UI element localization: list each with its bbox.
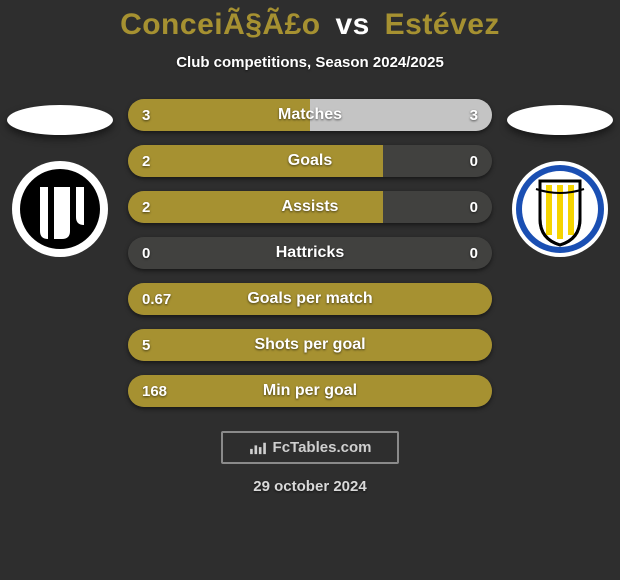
crest-right	[510, 159, 610, 259]
brand-box: FcTables.com	[221, 431, 400, 464]
stat-bar-fill-left	[128, 99, 310, 131]
stat-bar: Shots per goal5	[128, 329, 492, 361]
title-player1: ConceiÃ§Ã£o	[120, 8, 321, 41]
stat-bar: Assists20	[128, 191, 492, 223]
stat-bar-fill-left	[128, 191, 383, 223]
stat-bar: Matches33	[128, 99, 492, 131]
stat-bar-fill-left	[128, 283, 492, 315]
title-vs: vs	[335, 8, 369, 41]
crest-left	[10, 159, 110, 259]
brand-text: FcTables.com	[273, 439, 372, 456]
stat-bars: Matches33 Goals20 Assists20 Hattricks00 Goal…	[120, 99, 500, 407]
player-silhouette-left	[7, 105, 113, 135]
title-player2: Estévez	[385, 8, 500, 41]
chart-icon	[249, 441, 267, 455]
stat-bar-fill-left	[128, 375, 492, 407]
stat-bar-fill-right	[310, 99, 492, 131]
stat-bar: Min per goal168	[128, 375, 492, 407]
infographic-container: ConceiÃ§Ã£o vs Estévez Club competitions…	[0, 0, 620, 580]
juventus-crest-icon	[10, 159, 110, 259]
date: 29 october 2024	[253, 478, 366, 495]
parma-crest-icon	[510, 159, 610, 259]
stat-bar: Goals per match0.67	[128, 283, 492, 315]
player-silhouette-right	[507, 105, 613, 135]
comparison-row: Matches33 Goals20 Assists20 Hattricks00 Goal…	[0, 99, 620, 407]
subtitle: Club competitions, Season 2024/2025	[176, 54, 444, 71]
side-left	[0, 99, 120, 259]
stat-bar-fill-left	[128, 145, 383, 177]
stat-bar: Goals20	[128, 145, 492, 177]
stat-bar-bg	[128, 237, 492, 269]
title: ConceiÃ§Ã£o vs Estévez	[120, 8, 500, 42]
side-right	[500, 99, 620, 259]
stat-bar-fill-left	[128, 329, 492, 361]
stat-bar: Hattricks00	[128, 237, 492, 269]
